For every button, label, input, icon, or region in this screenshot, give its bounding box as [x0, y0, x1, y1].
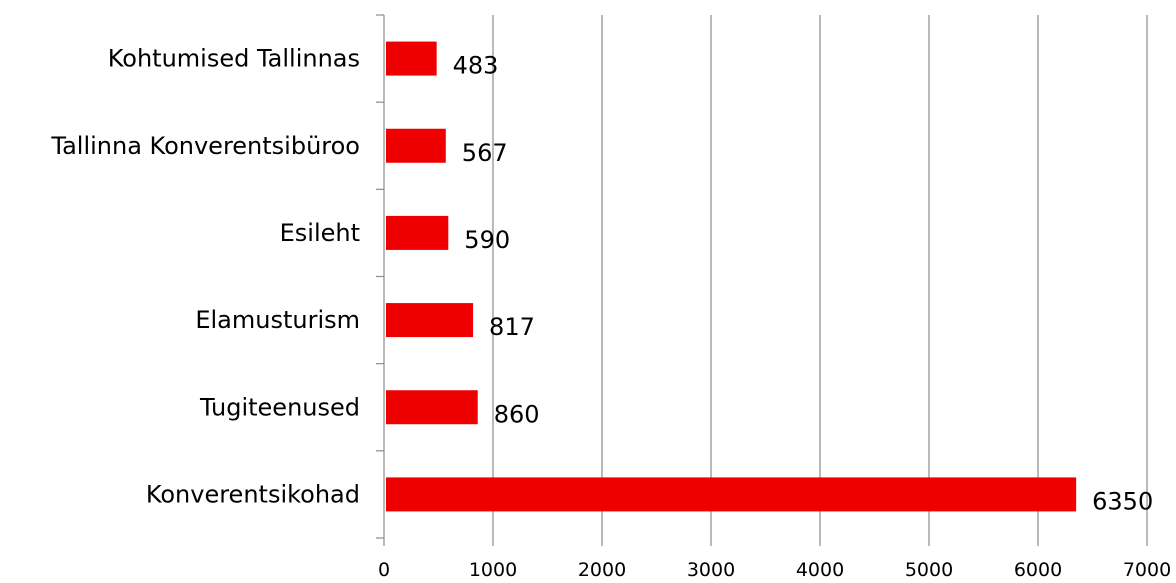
category-label: Elamusturism	[195, 306, 360, 334]
bar	[386, 390, 478, 425]
bar	[386, 303, 474, 338]
x-tick-label: 7000	[1123, 559, 1171, 581]
data-label: 817	[489, 313, 535, 341]
category-label: Konverentsikohad	[146, 480, 360, 508]
data-label: 860	[494, 400, 540, 428]
data-label: 567	[462, 139, 508, 167]
bar	[386, 477, 1077, 512]
gridlines	[383, 15, 1148, 546]
bar	[386, 215, 449, 250]
x-tick-label: 5000	[905, 559, 953, 581]
bars	[386, 41, 1077, 512]
category-label: Kohtumised Tallinnas	[108, 45, 360, 73]
x-tick-label: 4000	[796, 559, 844, 581]
category-label: Tugiteenused	[199, 393, 360, 421]
category-label: Esileht	[280, 219, 360, 247]
category-labels: Kohtumised Tallinnas Tallinna Konverentsi…	[50, 45, 360, 509]
x-tick-label: 1000	[469, 559, 517, 581]
category-label: Tallinna Konverentsibüroo	[50, 132, 360, 160]
value-labels: 483 567 590 817 860 6350	[453, 52, 1154, 516]
data-label: 483	[453, 52, 499, 80]
category-axis	[376, 14, 385, 539]
data-label: 6350	[1092, 487, 1153, 515]
bar	[386, 128, 446, 163]
bar	[386, 41, 437, 76]
x-tick-label: 3000	[687, 559, 735, 581]
x-tick-label: 6000	[1014, 559, 1062, 581]
x-tick-label: 0	[378, 559, 390, 581]
x-tick-labels: 0 1000 2000 3000 4000 5000 6000 7000	[378, 559, 1171, 581]
data-label: 590	[464, 226, 510, 254]
x-tick-label: 2000	[578, 559, 626, 581]
